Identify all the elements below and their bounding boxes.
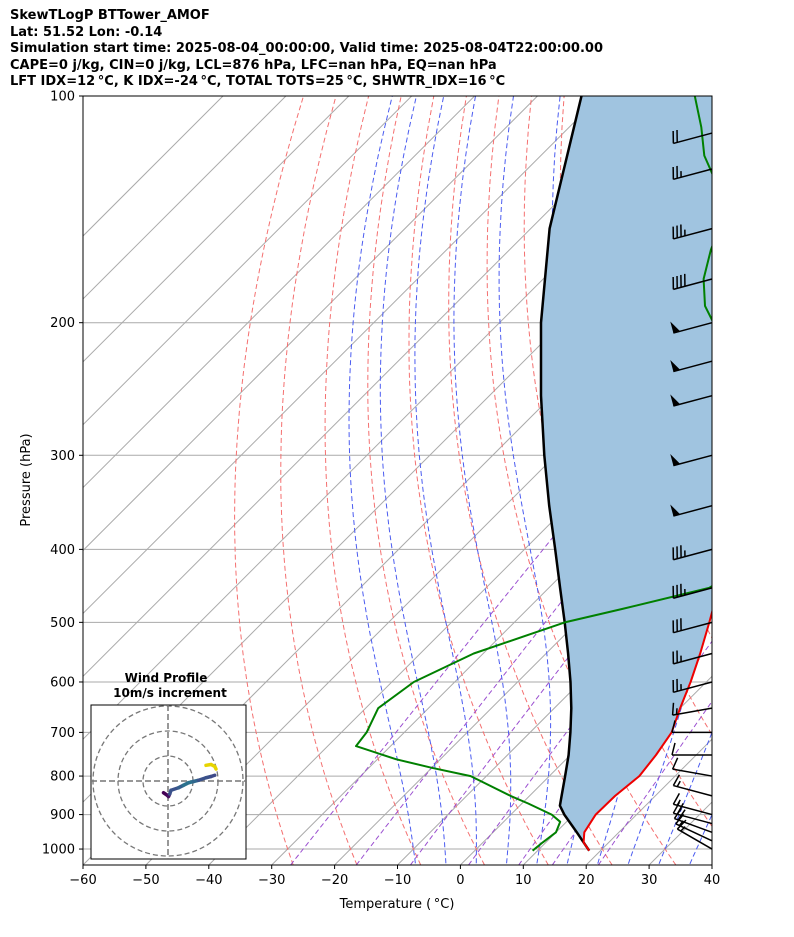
y-tick-label: 300 — [50, 449, 75, 464]
y-tick-label: 600 — [50, 675, 75, 690]
wind-barb — [672, 273, 713, 291]
wind-barb — [671, 720, 712, 734]
isotherm-line — [83, 96, 350, 363]
wind-barb — [672, 545, 713, 561]
wind-barb — [670, 504, 713, 517]
x-tick-label: −60 — [69, 873, 96, 888]
x-tick-label: 0 — [456, 873, 464, 888]
wind-barb — [672, 130, 713, 145]
profile-lines — [355, 96, 712, 852]
x-tick-label: 30 — [641, 873, 658, 888]
chart-header: SkewTLogP BTTower_AMOF Lat: 51.52 Lon: -… — [10, 8, 603, 91]
mixing-ratio-line — [597, 700, 712, 865]
x-axis-label: Temperature ( °C) — [339, 897, 455, 912]
temperature-profile-line — [582, 608, 712, 852]
cin-shaded-area — [541, 96, 712, 851]
hodograph-segment — [209, 773, 217, 779]
isotherm-line — [83, 96, 475, 489]
wind-barb — [672, 583, 713, 599]
axis-labels: Temperature ( °C) Pressure (hPa) — [19, 433, 454, 912]
wind-barb — [670, 321, 713, 334]
y-axis-label: Pressure (hPa) — [19, 433, 34, 526]
isotherm-line — [83, 96, 538, 552]
y-tick-label: 700 — [50, 726, 75, 741]
dry-adiabat-line — [486, 96, 677, 865]
location-line: Lat: 51.52 Lon: -0.14 — [10, 24, 163, 40]
hodograph-title: Wind Profile — [125, 671, 208, 685]
moist-adiabat-line — [453, 96, 512, 865]
hodograph-subtitle: 10m/s increment — [113, 686, 227, 700]
y-tick-label: 500 — [50, 616, 75, 631]
wind-barb — [672, 793, 713, 816]
wind-barb — [672, 618, 713, 634]
x-tick-label: −40 — [195, 873, 222, 888]
isotherm-line — [83, 96, 287, 300]
mixing-ratio-line — [468, 538, 712, 865]
isotherm-line — [145, 298, 712, 865]
wind-barb — [672, 224, 713, 240]
parcel-profile-line — [539, 96, 591, 852]
moist-adiabat-line — [498, 96, 552, 865]
x-tick-label: 20 — [578, 873, 595, 888]
isotherm-line — [83, 96, 413, 426]
y-tick-label: 100 — [50, 90, 75, 105]
moist-adiabat-line — [688, 813, 712, 865]
x-tick-label: 40 — [704, 873, 721, 888]
dry-adiabat-line — [448, 96, 613, 865]
chart-title: SkewTLogP BTTower_AMOF — [10, 8, 210, 23]
wind-barb — [670, 394, 713, 407]
y-tick-label: 1000 — [42, 843, 75, 858]
mixing-ratio-line — [355, 411, 712, 865]
index-line: LFT IDX=12 °C, K IDX=-24 °C, TOTAL TOTS=… — [10, 74, 506, 90]
mixing-ratio-line — [409, 471, 712, 865]
wind-barbs — [670, 130, 713, 850]
dry-adiabat-line — [234, 96, 304, 865]
axis-ticks: −60 −50 −40 −30 −20 −10 0 10 20 30 40 1000 900 800 700… — [42, 90, 720, 889]
wind-barb — [672, 650, 713, 665]
hodograph-inset: Wind Profile 10m/s increment — [90, 671, 247, 860]
cin-fill-layer — [541, 96, 712, 851]
isotherm-line — [711, 864, 712, 865]
wind-barb — [672, 774, 713, 797]
y-tick-label: 200 — [50, 316, 75, 331]
time-line: Simulation start time: 2025-08-04_00:00:… — [10, 41, 603, 57]
hodograph-upper-segment — [204, 762, 218, 771]
isotherm-line — [83, 96, 224, 237]
moist-adiabat-line — [379, 96, 447, 865]
moist-adiabat-line — [414, 96, 477, 865]
moist-adiabat-line — [658, 731, 712, 865]
isotherm-line — [83, 96, 601, 615]
dry-adiabat-line — [408, 96, 549, 865]
x-tick-label: −20 — [321, 873, 348, 888]
x-tick-label: −50 — [132, 873, 159, 888]
isotherm-line — [397, 549, 712, 865]
cape-line: CAPE=0 j/kg, CIN=0 j/kg, LCL=876 hPa, LF… — [10, 57, 497, 73]
dry-adiabat-line — [367, 96, 485, 865]
dry-adiabat-line — [280, 96, 358, 865]
moist-adiabat-line — [348, 96, 417, 865]
wind-barb — [671, 742, 712, 756]
wind-barb — [671, 702, 713, 716]
wind-barb — [672, 678, 713, 694]
y-tick-label: 900 — [50, 808, 75, 823]
x-tick-label: 10 — [515, 873, 532, 888]
wind-barb — [671, 757, 713, 777]
wind-barb — [670, 454, 713, 467]
isotherm-line — [83, 96, 664, 678]
dewpoint-profile-line — [355, 96, 712, 852]
wind-barb — [670, 359, 713, 373]
y-tick-label: 800 — [50, 770, 75, 785]
wind-barb — [672, 165, 713, 181]
x-tick-label: −10 — [384, 873, 411, 888]
y-tick-label: 400 — [50, 543, 75, 558]
isotherm-line — [334, 486, 712, 865]
x-tick-label: −30 — [258, 873, 285, 888]
